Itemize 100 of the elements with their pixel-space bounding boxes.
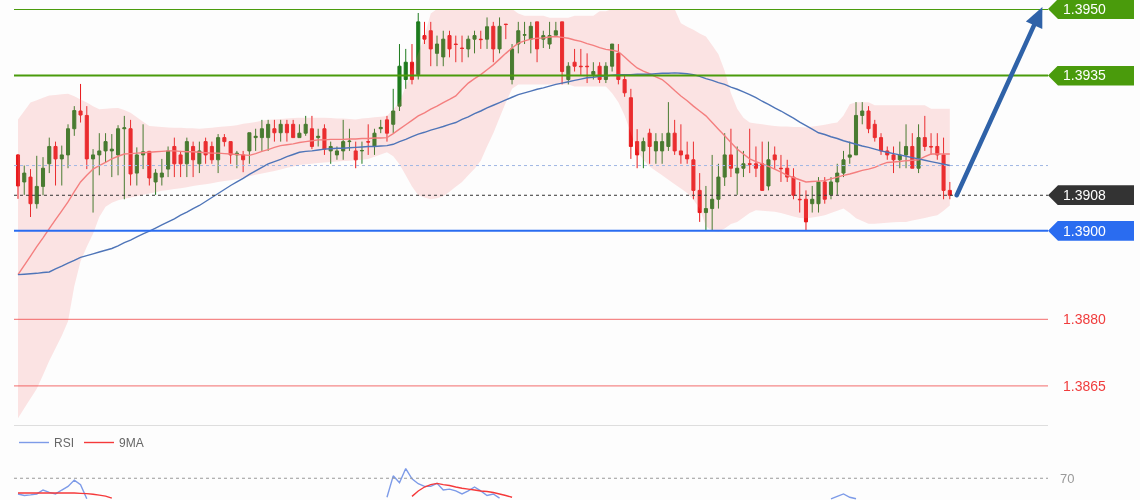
candlestick — [591, 61, 596, 81]
y-tick-label: 1.3950 — [1063, 0, 1107, 17]
candlestick — [291, 119, 296, 139]
candlestick — [760, 141, 765, 191]
candlestick — [929, 132, 934, 156]
candlestick — [810, 185, 815, 214]
candlestick — [403, 48, 408, 90]
candlestick — [97, 132, 102, 176]
candlestick — [359, 141, 364, 165]
y-tick-label: 1.3865 — [1063, 377, 1107, 394]
candlestick — [153, 168, 158, 196]
candlestick — [847, 141, 852, 165]
candlestick — [922, 115, 927, 152]
legend-label: 9MA — [119, 436, 144, 451]
candlestick — [678, 123, 683, 165]
candlestick — [53, 141, 58, 187]
candlestick — [947, 181, 952, 200]
candlestick — [378, 119, 383, 134]
candlestick — [15, 153, 21, 200]
candlestick — [109, 133, 114, 178]
candlestick — [341, 119, 346, 161]
candlestick — [191, 141, 196, 178]
candlestick — [272, 119, 277, 143]
candlestick — [447, 30, 452, 58]
candlestick — [416, 12, 421, 81]
candlestick — [453, 35, 458, 63]
candlestick — [778, 154, 783, 183]
candlestick — [134, 146, 139, 187]
candlestick — [22, 165, 27, 196]
candlestick — [666, 101, 671, 152]
candlestick — [47, 137, 52, 174]
candlestick — [284, 119, 289, 143]
candlestick — [897, 141, 902, 169]
candlestick — [459, 35, 465, 63]
candlestick — [535, 21, 540, 63]
candlestick — [28, 168, 33, 218]
candlestick — [710, 154, 715, 231]
candlestick — [522, 21, 527, 45]
candlestick — [72, 105, 77, 137]
candlestick — [197, 141, 202, 174]
candlestick — [397, 43, 402, 112]
candlestick — [241, 150, 246, 173]
candlestick — [572, 48, 577, 73]
candlestick — [916, 123, 921, 174]
y-tick-label: 1.3900 — [1063, 222, 1107, 239]
candlestick — [428, 21, 433, 67]
candlestick — [803, 189, 809, 232]
candlestick — [672, 119, 677, 156]
candlestick — [822, 176, 827, 205]
text: 70 — [1060, 471, 1075, 486]
y-tick-label: 1.3908 — [1063, 187, 1107, 204]
candlestick — [685, 141, 690, 165]
candlestick — [78, 83, 83, 124]
candlestick — [353, 141, 358, 169]
candlestick — [860, 101, 865, 125]
candlestick — [766, 141, 771, 191]
candlestick — [159, 158, 164, 187]
candlestick — [578, 48, 583, 77]
candlestick — [560, 21, 565, 85]
candlestick — [266, 119, 271, 152]
candlestick — [891, 145, 896, 174]
candlestick — [641, 137, 646, 169]
candlestick — [122, 115, 127, 200]
candlestick — [34, 155, 39, 210]
candlestick — [797, 181, 802, 214]
candlestick — [366, 123, 371, 156]
candlestick — [472, 30, 477, 54]
candlestick — [391, 88, 396, 134]
candlestick — [910, 132, 915, 169]
candlestick — [660, 132, 665, 165]
candlestick — [384, 115, 390, 143]
candlestick — [653, 132, 658, 165]
candlestick — [478, 30, 483, 50]
candlestick — [409, 43, 415, 85]
candlestick — [497, 16, 502, 54]
candlestick — [747, 128, 752, 174]
candlestick — [503, 23, 508, 40]
candlestick — [722, 132, 727, 187]
line-series — [17, 35, 951, 276]
y-tick-label: 1.3880 — [1063, 311, 1107, 328]
candlestick — [735, 145, 740, 196]
candlestick — [835, 163, 840, 196]
candlestick — [278, 119, 283, 143]
candlestick — [147, 150, 152, 187]
candlestick — [753, 145, 758, 178]
candlestick — [878, 132, 884, 156]
candlestick — [553, 21, 558, 36]
candlestick — [203, 137, 208, 165]
candlestick — [309, 115, 314, 150]
candlestick — [635, 128, 640, 169]
candlestick — [716, 163, 721, 210]
candlestick — [816, 176, 821, 214]
candlestick — [322, 123, 327, 156]
candlestick — [585, 52, 590, 84]
candlestick — [772, 145, 777, 170]
candlestick — [647, 128, 652, 165]
candlestick — [328, 141, 333, 165]
candlestick — [528, 21, 533, 54]
candlestick — [516, 21, 521, 54]
candlestick — [491, 21, 496, 63]
